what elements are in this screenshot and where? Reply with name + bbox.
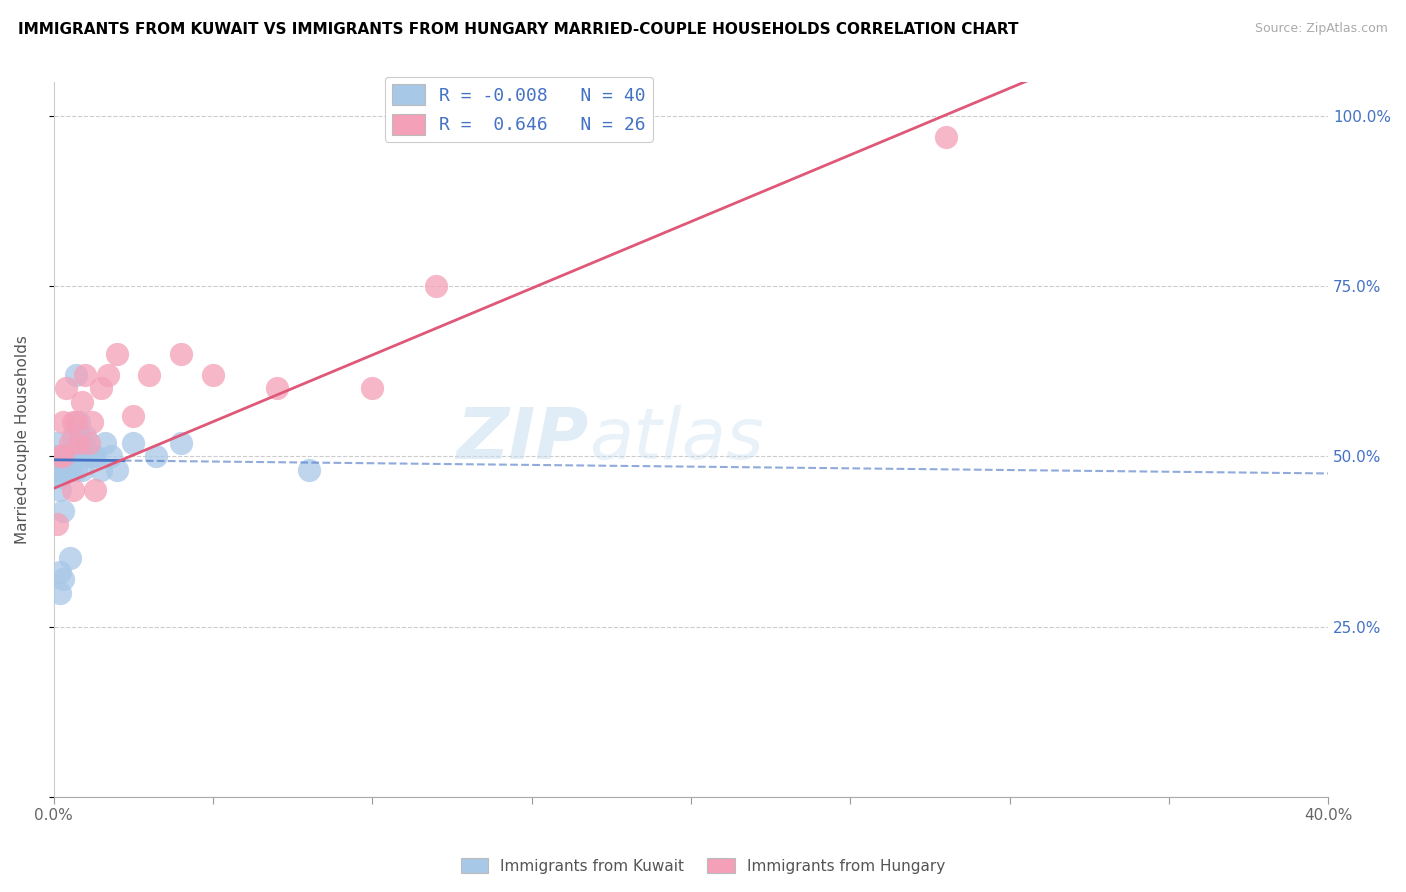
Point (93, 435, 115, 450)
Point (80, 416, 103, 430)
Point (45, 463, 67, 477)
Point (145, 450, 167, 464)
Point (425, 279, 447, 293)
Point (62, 429, 84, 443)
Point (55, 381, 77, 395)
Text: IMMIGRANTS FROM KUWAIT VS IMMIGRANTS FROM HUNGARY MARRIED-COUPLE HOUSEHOLDS CORR: IMMIGRANTS FROM KUWAIT VS IMMIGRANTS FRO… (18, 22, 1019, 37)
Point (45, 450, 67, 464)
Point (75, 368, 97, 382)
Point (49, 565, 72, 579)
Point (65, 368, 87, 382)
Point (58, 435, 80, 450)
Point (170, 347, 193, 361)
Point (77, 450, 100, 464)
Point (138, 368, 160, 382)
Point (45, 517, 67, 532)
Legend: Immigrants from Kuwait, Immigrants from Hungary: Immigrants from Kuwait, Immigrants from … (454, 852, 952, 880)
Point (52, 504, 75, 518)
Point (266, 381, 288, 395)
Point (52, 572, 75, 586)
Point (58, 551, 80, 566)
Point (49, 483, 72, 498)
Point (67, 450, 90, 464)
Point (80, 450, 103, 464)
Point (84, 483, 107, 498)
Point (90, 381, 112, 395)
Point (62, 450, 84, 464)
Point (49, 470, 72, 484)
Point (52, 463, 75, 477)
Point (52, 450, 75, 464)
Point (49, 450, 72, 464)
Point (65, 450, 87, 464)
Point (84, 450, 107, 464)
Point (55, 463, 77, 477)
Y-axis label: Married-couple Households: Married-couple Households (15, 335, 30, 544)
Point (49, 450, 72, 464)
Point (72, 395, 94, 409)
Point (58, 463, 80, 477)
Point (122, 435, 145, 450)
Point (67, 429, 90, 443)
Point (72, 435, 94, 450)
Point (100, 450, 122, 464)
Point (201, 368, 224, 382)
Point (122, 409, 145, 423)
Point (62, 483, 84, 498)
Point (75, 429, 97, 443)
Point (55, 450, 77, 464)
Point (935, 129, 957, 144)
Point (67, 435, 90, 450)
Text: ZIP: ZIP (457, 405, 589, 474)
Point (170, 435, 193, 450)
Point (105, 347, 128, 361)
Point (361, 381, 384, 395)
Point (97, 368, 120, 382)
Point (62, 416, 84, 430)
Point (67, 416, 90, 430)
Point (65, 463, 87, 477)
Point (49, 585, 72, 599)
Point (105, 463, 128, 477)
Text: atlas: atlas (589, 405, 763, 474)
Text: Source: ZipAtlas.com: Source: ZipAtlas.com (1254, 22, 1388, 36)
Point (52, 416, 75, 430)
Legend: R = -0.008   N = 40, R =  0.646   N = 26: R = -0.008 N = 40, R = 0.646 N = 26 (385, 77, 652, 142)
Point (52, 450, 75, 464)
Point (65, 416, 87, 430)
Point (45, 435, 67, 450)
Point (297, 463, 319, 477)
Point (77, 435, 100, 450)
Point (75, 450, 97, 464)
Point (90, 463, 112, 477)
Point (72, 463, 94, 477)
Point (58, 450, 80, 464)
